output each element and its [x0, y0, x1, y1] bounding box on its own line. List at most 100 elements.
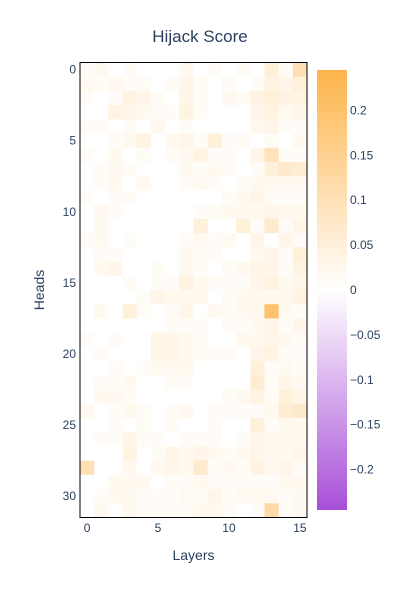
- heatmap-cell: [179, 176, 194, 191]
- heatmap-cell: [94, 218, 109, 234]
- heatmap-cell: [179, 247, 194, 262]
- heatmap-cell: [292, 446, 308, 462]
- heatmap-cell: [264, 133, 280, 149]
- heatmap-cell: [221, 346, 237, 362]
- heatmap-cell: [165, 346, 180, 362]
- heatmap-cell: [236, 133, 251, 149]
- heatmap-cell: [80, 446, 95, 462]
- heatmap-cell: [221, 147, 237, 163]
- heatmap-cell: [165, 446, 180, 462]
- heatmap-cell: [94, 403, 109, 419]
- colorbar-tick-label: 0.1: [350, 193, 367, 207]
- heatmap-cell: [150, 105, 166, 120]
- heatmap-cell: [165, 176, 180, 191]
- heatmap-cell: [264, 62, 280, 78]
- heatmap-cell: [250, 375, 265, 390]
- heatmap-cell: [136, 90, 152, 106]
- heatmap-cell: [150, 361, 166, 376]
- heatmap-cell: [221, 190, 237, 206]
- heatmap-cell: [179, 318, 194, 334]
- heatmap-cell: [250, 417, 265, 433]
- heatmap-cell: [179, 76, 194, 92]
- heatmap-cell: [207, 162, 223, 177]
- heatmap-cell: [193, 176, 209, 191]
- heatmap-cell: [250, 261, 265, 277]
- heatmap-cell: [179, 403, 194, 419]
- heatmap-cell: [80, 503, 95, 518]
- heatmap-cell: [278, 147, 294, 163]
- heatmap-cell: [165, 489, 180, 504]
- heatmap-cell: [122, 460, 138, 476]
- heatmap-cell: [94, 147, 109, 163]
- heatmap-cell: [136, 119, 152, 134]
- heatmap-cell: [207, 275, 223, 291]
- heatmap-cell: [179, 474, 194, 490]
- heatmap-cell: [150, 389, 166, 405]
- heatmap-cell: [122, 361, 138, 376]
- heatmap-cell: [150, 318, 166, 334]
- heatmap-cell: [193, 204, 209, 220]
- heatmap-cell: [264, 218, 280, 234]
- heatmap-cell: [150, 133, 166, 149]
- heatmap-cell: [80, 290, 95, 305]
- heatmap-cell: [80, 90, 95, 106]
- heatmap-cell: [278, 474, 294, 490]
- heatmap-cell: [165, 403, 180, 419]
- heatmap-cell: [136, 133, 152, 149]
- heatmap-cell: [80, 346, 95, 362]
- heatmap-cell: [193, 261, 209, 277]
- heatmap-cell: [292, 233, 308, 248]
- heatmap-cell: [250, 119, 265, 134]
- heatmap-cell: [122, 417, 138, 433]
- heatmap-cell: [150, 90, 166, 106]
- heatmap-cell: [207, 105, 223, 120]
- heatmap-cell: [278, 403, 294, 419]
- heatmap-cell: [80, 460, 95, 476]
- heatmap-cell: [136, 261, 152, 277]
- heatmap-cell: [278, 389, 294, 405]
- heatmap-cell: [207, 389, 223, 405]
- heatmap-cell: [108, 247, 123, 262]
- heatmap-cell: [236, 318, 251, 334]
- heatmap-cell: [250, 503, 265, 518]
- heatmap-cell: [136, 417, 152, 433]
- heatmap-cell: [108, 432, 123, 447]
- heatmap-cell: [250, 190, 265, 206]
- heatmap-cell: [80, 233, 95, 248]
- heatmap-cell: [207, 176, 223, 191]
- heatmap-cell: [264, 446, 280, 462]
- heatmap-cell: [236, 432, 251, 447]
- heatmap-cell: [292, 460, 308, 476]
- heatmap-cell: [250, 346, 265, 362]
- heatmap-cell: [193, 62, 209, 78]
- heatmap-cell: [193, 218, 209, 234]
- heatmap-cell: [264, 417, 280, 433]
- heatmap-cell: [236, 176, 251, 191]
- heatmap-cell: [122, 190, 138, 206]
- heatmap-cell: [193, 304, 209, 319]
- heatmap-cell: [193, 275, 209, 291]
- heatmap-cell: [179, 290, 194, 305]
- heatmap-cell: [94, 432, 109, 447]
- heatmap-cell: [264, 147, 280, 163]
- heatmap-cell: [264, 261, 280, 277]
- heatmap-cell: [292, 119, 308, 134]
- heatmap-cell: [264, 119, 280, 134]
- y-tick-label: 20: [63, 347, 77, 361]
- heatmap-cell: [250, 90, 265, 106]
- heatmap-cell: [193, 489, 209, 504]
- heatmap-cell: [193, 361, 209, 376]
- heatmap-cell: [94, 503, 109, 518]
- heatmap-cell: [292, 375, 308, 390]
- heatmap-cell: [122, 76, 138, 92]
- heatmap-cell: [136, 318, 152, 334]
- heatmap-cell: [292, 133, 308, 149]
- heatmap-cell: [108, 460, 123, 476]
- heatmap-cell: [150, 62, 166, 78]
- heatmap-cell: [236, 218, 251, 234]
- heatmap-cell: [108, 90, 123, 106]
- heatmap-cell: [278, 119, 294, 134]
- heatmap-cell: [165, 332, 180, 348]
- heatmap-cell: [179, 147, 194, 163]
- heatmap-cell: [278, 133, 294, 149]
